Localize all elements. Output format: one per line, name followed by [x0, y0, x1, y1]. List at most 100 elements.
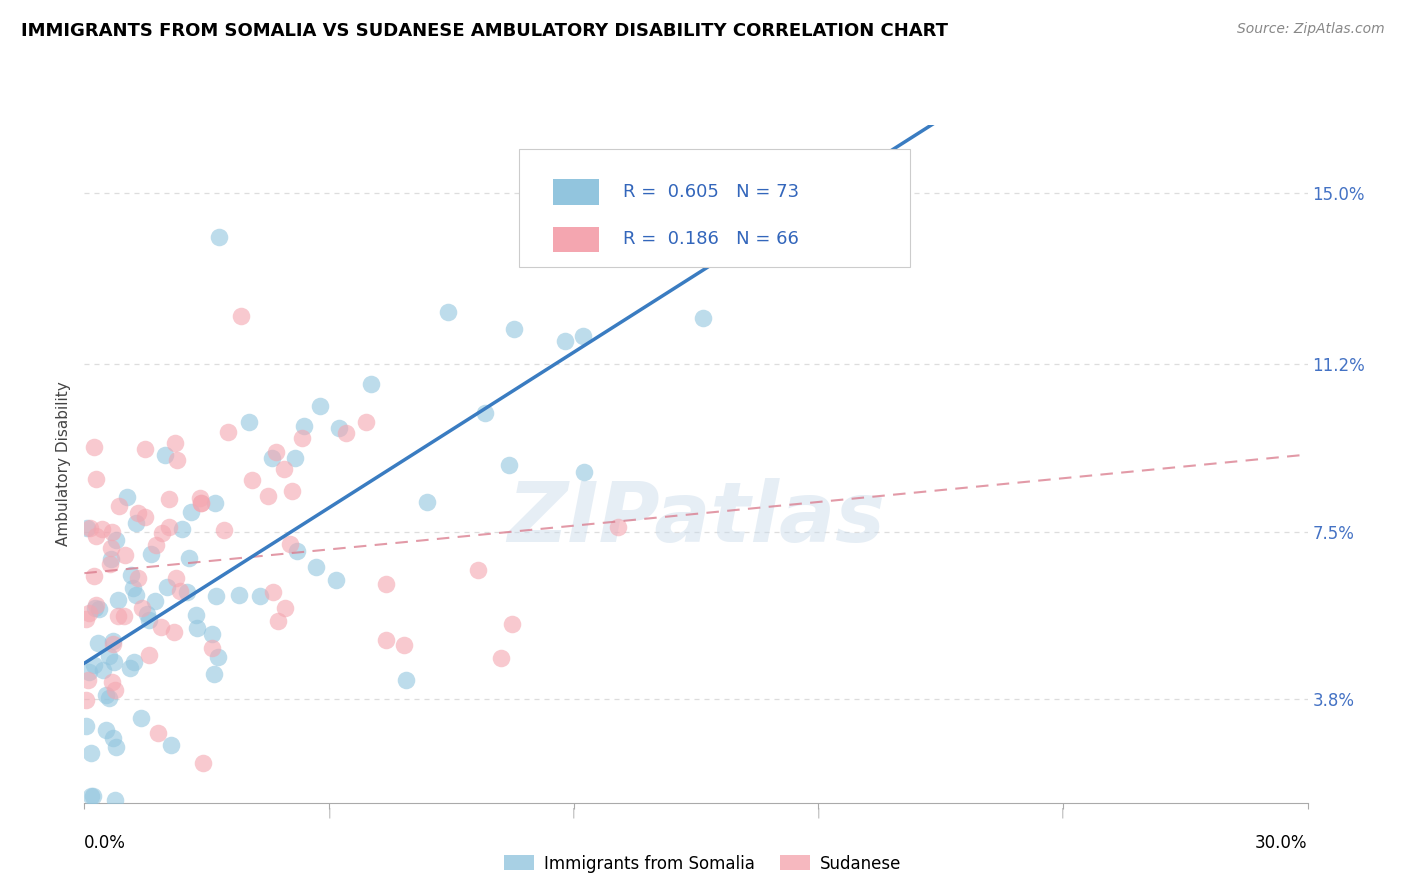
- Point: [112, 609, 135, 624]
- Point: [304, 560, 326, 574]
- Text: |: |: [328, 807, 330, 818]
- Point: [335, 425, 357, 440]
- Text: |: |: [1062, 807, 1064, 818]
- Point: [180, 505, 202, 519]
- Point: [572, 329, 595, 343]
- Point: [143, 593, 166, 607]
- Text: |: |: [817, 807, 820, 818]
- Point: [115, 491, 138, 505]
- Point: [356, 415, 378, 429]
- Point: [467, 563, 489, 577]
- Point: [574, 465, 596, 479]
- Point: [108, 499, 131, 513]
- Point: [83, 569, 105, 583]
- Point: [162, 624, 184, 639]
- Point: [262, 450, 284, 465]
- Point: [97, 649, 120, 664]
- Point: [392, 638, 415, 652]
- Point: [125, 516, 148, 530]
- Point: [249, 589, 271, 603]
- Point: [217, 425, 239, 439]
- Point: [190, 496, 212, 510]
- Point: [202, 667, 225, 681]
- Point: [79, 665, 101, 679]
- Point: [554, 334, 576, 348]
- Point: [131, 601, 153, 615]
- FancyBboxPatch shape: [519, 149, 910, 268]
- Point: [606, 520, 628, 534]
- Point: [207, 649, 229, 664]
- Text: R =  0.186   N = 66: R = 0.186 N = 66: [623, 230, 799, 249]
- Point: [186, 621, 208, 635]
- Point: [285, 544, 308, 558]
- Text: IMMIGRANTS FROM SOMALIA VS SUDANESE AMBULATORY DISABILITY CORRELATION CHART: IMMIGRANTS FROM SOMALIA VS SUDANESE AMBU…: [21, 22, 948, 40]
- Text: ZIPatlas: ZIPatlas: [508, 477, 884, 558]
- Text: R =  0.605   N = 73: R = 0.605 N = 73: [623, 183, 799, 202]
- Point: [166, 452, 188, 467]
- Point: [692, 311, 714, 326]
- Point: [107, 593, 129, 607]
- Point: [156, 580, 179, 594]
- Point: [104, 793, 127, 807]
- Y-axis label: Ambulatory Disability: Ambulatory Disability: [56, 382, 72, 546]
- Point: [141, 547, 163, 561]
- Point: [127, 880, 149, 892]
- Point: [204, 496, 226, 510]
- Point: [170, 522, 193, 536]
- Point: [190, 495, 212, 509]
- Point: [437, 305, 460, 319]
- Point: [91, 663, 114, 677]
- Point: [84, 472, 107, 486]
- Point: [191, 756, 214, 770]
- Point: [150, 526, 173, 541]
- Point: [498, 458, 520, 472]
- Point: [98, 557, 121, 571]
- Point: [79, 521, 101, 535]
- Point: [274, 601, 297, 615]
- Point: [165, 436, 187, 450]
- Point: [157, 520, 180, 534]
- Point: [201, 627, 224, 641]
- Point: [375, 577, 398, 591]
- Text: |: |: [572, 807, 575, 818]
- Point: [267, 614, 290, 628]
- Point: [118, 661, 141, 675]
- Point: [105, 533, 128, 548]
- Point: [160, 738, 183, 752]
- Point: [86, 636, 108, 650]
- Point: [273, 462, 295, 476]
- Point: [103, 633, 125, 648]
- Point: [104, 683, 127, 698]
- Point: [122, 656, 145, 670]
- Point: [84, 529, 107, 543]
- Point: [87, 602, 110, 616]
- Point: [474, 406, 496, 420]
- Point: [100, 675, 122, 690]
- Point: [100, 524, 122, 539]
- Point: [75, 693, 97, 707]
- Point: [125, 588, 148, 602]
- Point: [188, 491, 211, 505]
- Point: [148, 725, 170, 739]
- Point: [503, 322, 526, 336]
- Point: [138, 613, 160, 627]
- Point: [77, 673, 100, 687]
- Point: [149, 620, 172, 634]
- Point: [94, 723, 117, 737]
- Point: [416, 495, 439, 509]
- Point: [395, 673, 418, 688]
- Point: [83, 440, 105, 454]
- Point: [309, 399, 332, 413]
- Legend: Immigrants from Somalia, Sudanese: Immigrants from Somalia, Sudanese: [498, 848, 908, 880]
- Bar: [553, 179, 599, 205]
- Point: [75, 718, 97, 732]
- Point: [80, 746, 103, 760]
- Point: [145, 538, 167, 552]
- Bar: [553, 227, 599, 252]
- Point: [138, 648, 160, 662]
- Point: [201, 641, 224, 656]
- Point: [501, 616, 523, 631]
- Point: [127, 507, 149, 521]
- Point: [284, 451, 307, 466]
- Point: [103, 655, 125, 669]
